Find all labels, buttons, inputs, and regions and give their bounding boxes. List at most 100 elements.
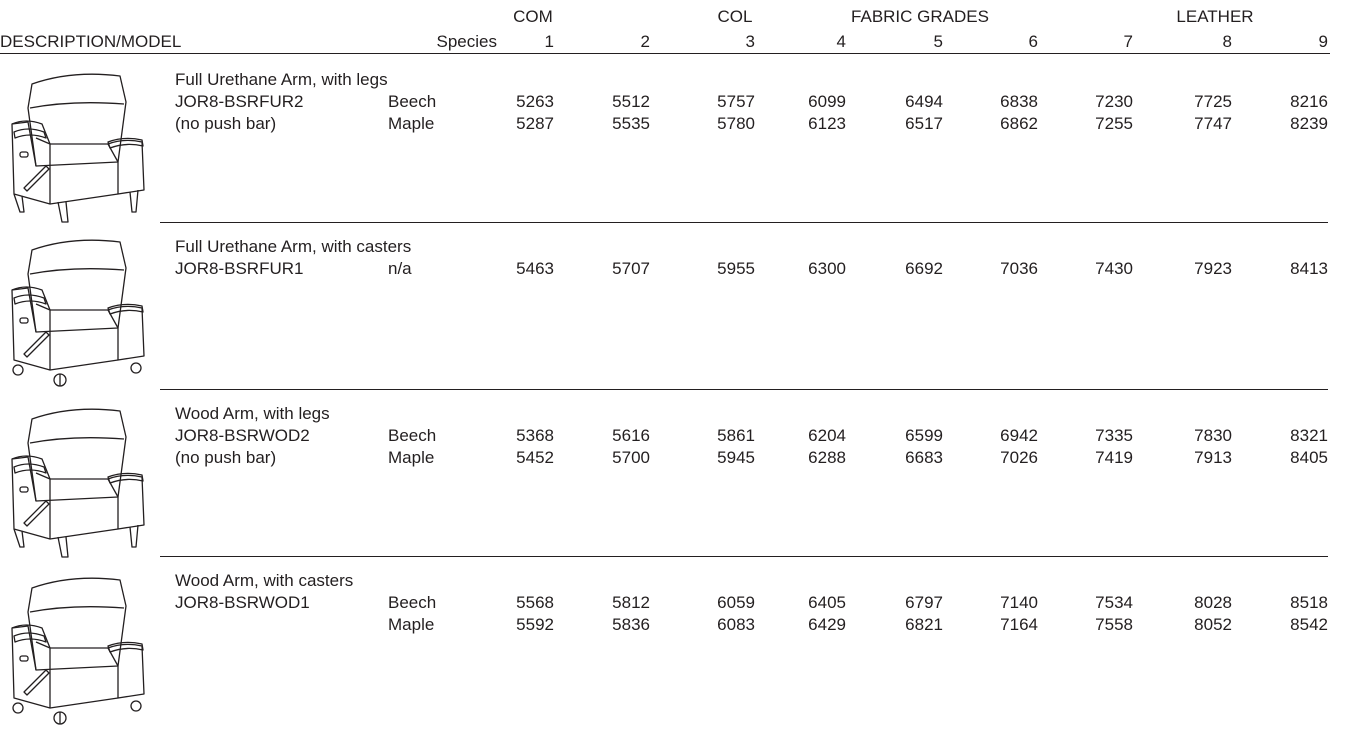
column-header: 7	[1123, 32, 1133, 51]
species: Beech	[388, 426, 437, 445]
price: 7913	[1194, 448, 1232, 467]
price: 8405	[1290, 448, 1328, 467]
price: 8321	[1290, 426, 1328, 445]
price: 5616	[612, 426, 650, 445]
column-group-label: COM	[513, 7, 553, 26]
column-header: 5	[933, 32, 943, 51]
price: 7725	[1194, 92, 1232, 111]
price: 6300	[808, 259, 846, 278]
price: 5512	[612, 92, 650, 111]
species: Beech	[388, 92, 437, 111]
price: 7558	[1095, 615, 1133, 634]
price: 8518	[1290, 593, 1328, 612]
chair-icon-casters	[2, 566, 150, 731]
price: 6123	[808, 114, 846, 133]
column-header: 3	[745, 32, 755, 51]
price: 7419	[1095, 448, 1133, 467]
column-header: 1	[544, 32, 554, 51]
species: Maple	[388, 615, 435, 634]
chair-icon-legs	[2, 62, 150, 227]
price: 5535	[612, 114, 650, 133]
description: Wood Arm, with legs	[175, 404, 330, 423]
price: 6517	[905, 114, 943, 133]
rule	[160, 556, 1328, 557]
price: 6838	[1000, 92, 1038, 111]
price: 7430	[1095, 259, 1133, 278]
price: 5707	[612, 259, 650, 278]
column-header: 6	[1028, 32, 1038, 51]
species: Beech	[388, 593, 437, 612]
price: 6083	[717, 615, 755, 634]
rule	[160, 389, 1328, 390]
price: 5463	[516, 259, 554, 278]
price: 6429	[808, 615, 846, 634]
description: Wood Arm, with casters	[175, 571, 354, 590]
price: 5452	[516, 448, 554, 467]
price: 6099	[808, 92, 846, 111]
price: 6288	[808, 448, 846, 467]
model-note: (no push bar)	[175, 114, 277, 133]
column-header: 8	[1222, 32, 1232, 51]
price: 7923	[1194, 259, 1232, 278]
rule	[160, 222, 1328, 223]
column-header: 9	[1318, 32, 1328, 51]
price: 5812	[612, 593, 650, 612]
price: 6862	[1000, 114, 1038, 133]
description: Full Urethane Arm, with legs	[175, 70, 388, 89]
column-group-label: FABRIC GRADES	[851, 7, 989, 26]
price: 6942	[1000, 426, 1038, 445]
price: 5945	[717, 448, 755, 467]
column-header: 2	[640, 32, 650, 51]
price: 7164	[1000, 615, 1038, 634]
price: 5780	[717, 114, 755, 133]
species: n/a	[388, 259, 412, 278]
chair-icon-legs	[2, 397, 150, 562]
price: 8028	[1194, 593, 1232, 612]
model-number: JOR8-BSRWOD1	[175, 593, 310, 612]
price: 7255	[1095, 114, 1133, 133]
price: 7747	[1194, 114, 1232, 133]
model-number: JOR8-BSRWOD2	[175, 426, 310, 445]
price: 7026	[1000, 448, 1038, 467]
description: Full Urethane Arm, with casters	[175, 237, 412, 256]
rule	[0, 53, 1330, 54]
column-group-label: LEATHER	[1176, 7, 1254, 26]
price: 6059	[717, 593, 755, 612]
column-group-label: COL	[717, 7, 753, 26]
model-note: (no push bar)	[175, 448, 277, 467]
price: 8216	[1290, 92, 1328, 111]
price: 6797	[905, 593, 943, 612]
price: 5287	[516, 114, 554, 133]
price: 8413	[1290, 259, 1328, 278]
price: 7335	[1095, 426, 1133, 445]
model-number: JOR8-BSRFUR1	[175, 259, 304, 278]
species: Maple	[388, 114, 435, 133]
column-header: DESCRIPTION/MODEL	[0, 32, 182, 51]
price: 8239	[1290, 114, 1328, 133]
price: 5861	[717, 426, 755, 445]
price: 7036	[1000, 259, 1038, 278]
price: 5700	[612, 448, 650, 467]
price: 6405	[808, 593, 846, 612]
price: 8542	[1290, 615, 1328, 634]
chair-icon-casters	[2, 228, 150, 393]
price: 7140	[1000, 593, 1038, 612]
price: 5955	[717, 259, 755, 278]
price: 8052	[1194, 615, 1232, 634]
price: 7830	[1194, 426, 1232, 445]
price: 6599	[905, 426, 943, 445]
price: 5568	[516, 593, 554, 612]
column-header: Species	[436, 32, 497, 51]
species: Maple	[388, 448, 435, 467]
price: 6494	[905, 92, 943, 111]
column-header: 4	[836, 32, 846, 51]
price: 5368	[516, 426, 554, 445]
price: 5592	[516, 615, 554, 634]
price: 5757	[717, 92, 755, 111]
price: 6683	[905, 448, 943, 467]
price: 6204	[808, 426, 846, 445]
price: 5836	[612, 615, 650, 634]
price: 7534	[1095, 593, 1133, 612]
model-number: JOR8-BSRFUR2	[175, 92, 304, 111]
